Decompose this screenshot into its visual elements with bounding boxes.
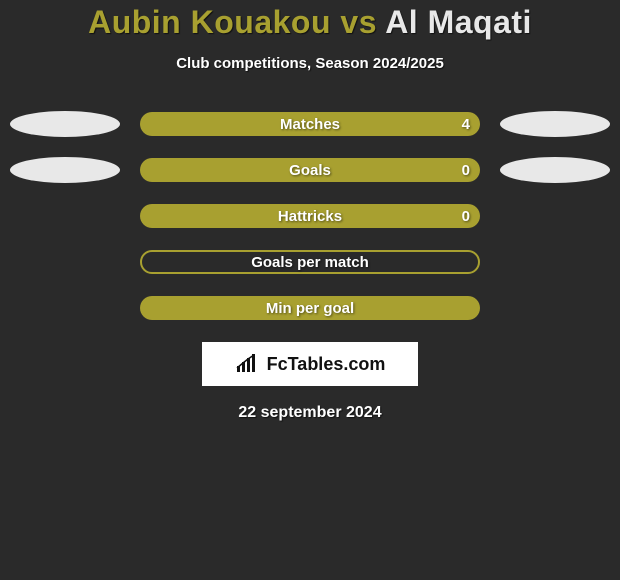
stat-row: Goals 0: [0, 158, 620, 182]
brand-badge: FcTables.com: [202, 342, 418, 386]
stats-comparison-card: Aubin Kouakou vs Al Maqati Club competit…: [0, 0, 620, 580]
stat-label: Matches: [280, 116, 340, 133]
right-ellipse: [500, 111, 610, 137]
stat-value: 0: [462, 162, 470, 179]
stat-label: Goals: [289, 162, 331, 179]
bar-chart-icon: [235, 354, 261, 374]
stat-row: Goals per match: [0, 250, 620, 274]
stat-bar: Hattricks 0: [140, 204, 480, 228]
stat-row: Matches 4: [0, 112, 620, 136]
stat-row: Hattricks 0: [0, 204, 620, 228]
brand-text: FcTables.com: [267, 354, 386, 375]
stat-label: Min per goal: [266, 300, 354, 317]
left-ellipse: [10, 157, 120, 183]
stat-label: Goals per match: [251, 254, 369, 271]
left-ellipse: [10, 111, 120, 137]
page-title: Aubin Kouakou vs Al Maqati: [0, 4, 620, 41]
subtitle: Club competitions, Season 2024/2025: [0, 55, 620, 72]
date-label: 22 september 2024: [0, 404, 620, 422]
stat-bar: Min per goal: [140, 296, 480, 320]
right-ellipse: [500, 157, 610, 183]
stat-bar: Goals 0: [140, 158, 480, 182]
player2-name: Al Maqati: [385, 4, 532, 40]
stat-bar: Goals per match: [140, 250, 480, 274]
stat-label: Hattricks: [278, 208, 342, 225]
player1-name: Aubin Kouakou: [88, 4, 331, 40]
stat-bar: Matches 4: [140, 112, 480, 136]
stat-row: Min per goal: [0, 296, 620, 320]
stat-value: 0: [462, 208, 470, 225]
stat-rows: Matches 4 Goals 0 Hattricks 0 Goals per match M…: [0, 112, 620, 320]
vs-label: vs: [340, 4, 377, 40]
stat-value: 4: [462, 116, 470, 133]
